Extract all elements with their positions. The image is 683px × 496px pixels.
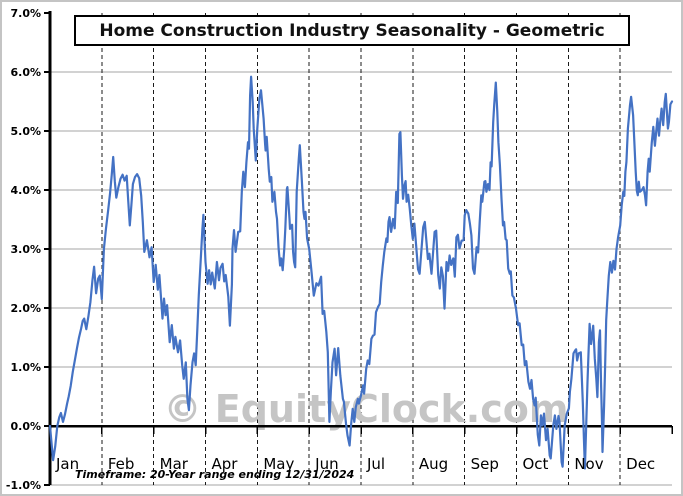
- y-tick-label: 1.0%: [10, 361, 41, 374]
- y-tick-label: 7.0%: [10, 7, 41, 20]
- y-tick-label: 4.0%: [10, 184, 41, 197]
- month-label: Jan: [55, 455, 79, 473]
- month-label: Oct: [523, 455, 549, 473]
- timeframe-footnote: Timeframe: 20-Year range ending 12/31/20…: [75, 468, 355, 481]
- y-tick-label: -1.0%: [6, 479, 41, 492]
- y-tick-label: 0.0%: [10, 420, 41, 433]
- y-tick-label: 6.0%: [10, 66, 41, 79]
- y-tick-label: 2.0%: [10, 302, 41, 315]
- month-label: Sep: [471, 455, 499, 473]
- month-label: May: [263, 455, 294, 473]
- month-label: Mar: [160, 455, 189, 473]
- chart-title: Home Construction Industry Seasonality -…: [74, 15, 630, 46]
- month-label: Dec: [626, 455, 655, 473]
- y-tick-label: 5.0%: [10, 125, 41, 138]
- y-tick-label: 3.0%: [10, 243, 41, 256]
- month-label: Jun: [314, 455, 338, 473]
- month-label: Nov: [574, 455, 603, 473]
- month-label: Aug: [419, 455, 448, 473]
- equityclock-watermark: © EquityClock.com: [164, 387, 569, 431]
- month-label: Feb: [108, 455, 135, 473]
- seasonality-line: [48, 75, 674, 470]
- month-label: Apr: [212, 455, 239, 473]
- month-label: Jul: [366, 455, 385, 473]
